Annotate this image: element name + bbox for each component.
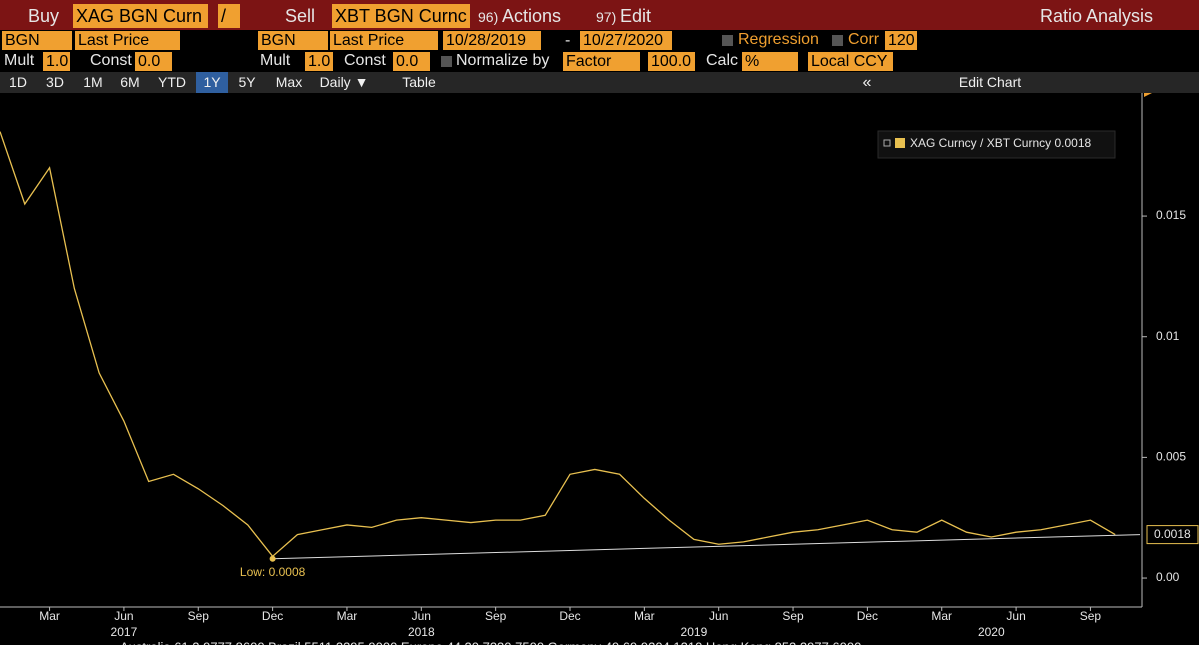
y-tick-label: 0.005 <box>1156 450 1186 464</box>
x-tick-label: Dec <box>559 609 580 623</box>
footer-contacts: Australia 61 2 9777 8600 Brazil 5511 239… <box>120 639 861 645</box>
normalize: Normalize by <box>456 52 550 69</box>
regression-checkbox[interactable] <box>722 35 733 46</box>
x-tick-label: Jun <box>114 609 133 623</box>
buy-const[interactable]: 0.0 <box>135 52 172 71</box>
operator[interactable]: / <box>218 4 240 28</box>
buy: Buy <box>28 6 60 26</box>
year-label: 2020 <box>978 625 1005 639</box>
y-tick-label: 0.01 <box>1156 329 1180 343</box>
sell-const-label: Const <box>344 52 386 69</box>
normalize-value[interactable]: 100.0 <box>648 52 695 71</box>
edit-chart[interactable]: Edit Chart <box>958 74 1022 90</box>
period-tab[interactable]: Max <box>275 74 303 90</box>
period-tab[interactable]: 6M <box>120 74 140 90</box>
x-tick-label: Mar <box>337 609 358 623</box>
edit-code[interactable]: 97) <box>596 9 617 25</box>
calc: Calc <box>706 52 739 69</box>
period-tab[interactable]: YTD <box>158 74 186 90</box>
x-tick-label: Mar <box>634 609 655 623</box>
sell-ticker[interactable]: XBT BGN Curnc <box>332 4 470 28</box>
calc-value[interactable]: % <box>742 52 798 71</box>
trend-line <box>272 534 1141 560</box>
normalize-checkbox[interactable] <box>441 56 452 67</box>
x-tick-label: Jun <box>709 609 728 623</box>
period-tab[interactable]: 1D <box>9 74 27 90</box>
sell-const[interactable]: 0.0 <box>393 52 430 71</box>
x-tick-label: Sep <box>1080 609 1102 623</box>
legend-box <box>877 130 1116 159</box>
buy-ticker[interactable]: XAG BGN Curn <box>73 4 208 28</box>
x-tick-label: Sep <box>782 609 804 623</box>
legend-swatch <box>895 138 905 148</box>
x-tick-label: Mar <box>931 609 952 623</box>
y-tick-label: 0.015 <box>1156 208 1186 222</box>
last-value-box <box>1146 525 1199 545</box>
last-value-label: 0.0018 <box>1154 527 1191 541</box>
x-tick-label: Dec <box>857 609 878 623</box>
x-tick-label: Sep <box>188 609 210 623</box>
x-tick-label: Dec <box>262 609 283 623</box>
year-label: 2019 <box>681 625 708 639</box>
x-tick-label: Jun <box>1006 609 1025 623</box>
sell-source[interactable]: BGN <box>258 31 328 50</box>
period-tab[interactable]: 3D <box>46 74 64 90</box>
buy-source[interactable]: BGN <box>2 31 72 50</box>
date-sep: - <box>565 32 571 49</box>
sell: Sell <box>285 6 316 26</box>
sell-mult[interactable]: 1.0 <box>305 52 333 71</box>
buy-mult[interactable]: 1.0 <box>43 52 70 71</box>
period-tab[interactable]: Daily ▼ <box>319 74 369 90</box>
corr-window[interactable]: 120 <box>885 31 917 50</box>
currency[interactable]: Local CCY <box>808 52 893 71</box>
period-tab[interactable]: Table <box>402 74 436 90</box>
buy-field[interactable]: Last Price <box>75 31 180 50</box>
actions[interactable]: Actions <box>502 6 562 26</box>
x-tick-label: Mar <box>39 609 60 623</box>
sell-mult-label: Mult <box>260 52 291 69</box>
series-line <box>0 131 1116 558</box>
year-label: 2018 <box>408 625 435 639</box>
title: Ratio Analysis <box>1040 6 1154 26</box>
year-label: 2017 <box>111 625 138 639</box>
period-tab[interactable]: 1M <box>83 74 103 90</box>
corr: Corr <box>848 31 880 48</box>
x-tick-label: Sep <box>485 609 507 623</box>
buy-mult-label: Mult <box>4 52 35 69</box>
x-tick-label: Jun <box>412 609 431 623</box>
legend-label: XAG Curncy / XBT Curncy 0.0018 <box>910 136 1092 150</box>
buy-const-label: Const <box>90 52 132 69</box>
low-marker <box>269 555 276 562</box>
period-tab[interactable]: 5Y <box>238 74 256 90</box>
end-date[interactable]: 10/27/2020 <box>580 31 672 50</box>
corr-checkbox[interactable] <box>832 35 843 46</box>
low-label: Low: 0.0008 <box>240 565 306 579</box>
y-tick-label: 0.00 <box>1156 570 1180 584</box>
sell-field[interactable]: Last Price <box>330 31 438 50</box>
edit[interactable]: Edit <box>620 6 652 26</box>
tab-bar <box>0 72 1199 93</box>
start-date[interactable]: 10/28/2019 <box>443 31 541 50</box>
collapse[interactable]: « <box>862 74 872 91</box>
period-tab[interactable]: 1Y <box>196 72 228 93</box>
regression: Regression <box>738 31 819 48</box>
actions-code[interactable]: 96) <box>478 9 499 25</box>
legend-expand-icon <box>883 139 891 147</box>
normalize-by[interactable]: Factor <box>563 52 640 71</box>
